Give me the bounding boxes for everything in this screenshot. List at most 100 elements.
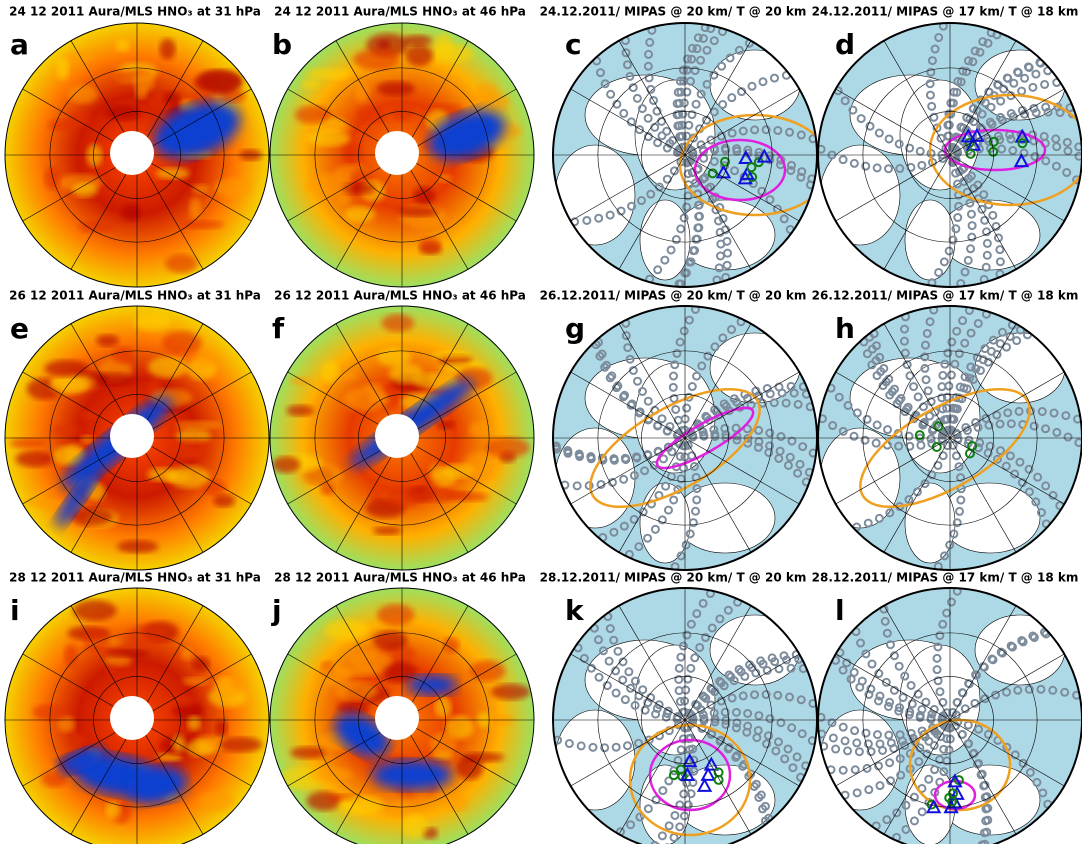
- field-streak: [9, 438, 46, 448]
- field-streak: [106, 649, 149, 657]
- field-streak: [165, 254, 197, 273]
- field-streak: [321, 483, 335, 496]
- field-streak: [25, 499, 66, 507]
- field-streak: [397, 207, 438, 217]
- panel: 28 12 2011 Aura/MLS HNO₃ at 46 hPa j: [270, 571, 534, 844]
- field-streak: [471, 470, 499, 480]
- field-streak: [160, 39, 176, 60]
- panel-label: a: [10, 28, 29, 61]
- field-streak: [377, 604, 414, 626]
- field-streak: [441, 491, 471, 499]
- field-streak: [121, 204, 141, 221]
- panel: 26 12 2011 Aura/MLS HNO₃ at 46 hPa f: [270, 289, 534, 571]
- field-streak: [356, 106, 386, 123]
- field-streak: [45, 360, 89, 377]
- field-streak: [349, 651, 393, 671]
- panel-title: 28.12.2011/ MIPAS @ 20 km/ T @ 20 km: [540, 571, 807, 585]
- field-streak: [435, 33, 452, 56]
- field-streak: [70, 733, 87, 747]
- panel-label: g: [565, 312, 585, 345]
- panel-title: 26 12 2011 Aura/MLS HNO₃ at 31 hPa: [9, 289, 261, 303]
- field-streak: [189, 197, 201, 220]
- field-streak: [353, 49, 399, 70]
- field-streak: [337, 702, 370, 714]
- field-streak: [116, 40, 130, 52]
- field-streak: [44, 167, 61, 190]
- land: [820, 145, 900, 245]
- panel: 24.12.2011/ MIPAS @ 20 km/ T @ 20 kmc: [540, 5, 830, 288]
- pole-hole: [375, 696, 419, 740]
- field-streak: [172, 735, 185, 752]
- field-streak: [272, 456, 300, 473]
- field-streak: [106, 666, 118, 675]
- field-streak: [290, 747, 325, 759]
- field-streak: [80, 410, 100, 420]
- land: [710, 615, 800, 685]
- field-streak: [42, 771, 67, 788]
- field-streak: [167, 466, 210, 488]
- field-streak: [127, 625, 168, 647]
- land: [975, 615, 1065, 685]
- panel: 26.12.2011/ MIPAS @ 20 km/ T @ 20 kmg: [540, 289, 817, 571]
- panel-label: b: [272, 28, 292, 61]
- panel-label: k: [565, 594, 585, 627]
- field-streak: [377, 81, 415, 96]
- field-streak: [117, 540, 158, 553]
- panel-title: 26 12 2011 Aura/MLS HNO₃ at 46 hPa: [274, 289, 526, 303]
- field-streak: [56, 58, 69, 80]
- panel-title: 28.12.2011/ MIPAS @ 17 km/ T @ 18 km: [812, 571, 1079, 585]
- panel-label: l: [835, 594, 845, 627]
- pole-hole: [375, 131, 419, 175]
- panel: 28.12.2011/ MIPAS @ 20 km/ T @ 20 km k: [540, 571, 817, 844]
- panel-label: j: [271, 594, 282, 627]
- field-streak: [387, 801, 412, 817]
- field-streak: [306, 68, 351, 79]
- field-streak: [443, 637, 459, 653]
- panel-label: f: [272, 312, 285, 345]
- field-streak: [67, 113, 91, 127]
- pole-hole: [110, 131, 154, 175]
- panel: 24 12 2011 Aura/MLS HNO₃ at 46 hPa b: [270, 5, 534, 288]
- field-streak: [175, 421, 223, 430]
- land: [555, 428, 635, 528]
- panel-title: 24 12 2011 Aura/MLS HNO₃ at 46 hPa: [274, 5, 526, 19]
- panel: 28 12 2011 Aura/MLS HNO₃ at 31 hPai: [5, 571, 269, 844]
- field-streak: [445, 795, 468, 811]
- panel-title: 24.12.2011/ MIPAS @ 20 km/ T @ 20 km: [540, 5, 807, 19]
- field-streak: [113, 347, 134, 364]
- panel-title: 24 12 2011 Aura/MLS HNO₃ at 31 hPa: [9, 5, 261, 19]
- field-streak: [96, 335, 119, 347]
- panel-title: 24.12.2011/ MIPAS @ 17 km/ T @ 18 km: [812, 5, 1079, 19]
- field-streak: [491, 684, 531, 700]
- field-streak: [382, 314, 415, 332]
- field-streak: [194, 70, 242, 93]
- field-streak: [338, 796, 384, 815]
- field-streak: [198, 792, 234, 812]
- field-streak: [197, 351, 216, 368]
- panel-label: e: [10, 312, 29, 345]
- field-streak: [456, 756, 483, 779]
- figure: 24 12 2011 Aura/MLS HNO₃ at 31 hPaa24 12…: [0, 0, 1082, 844]
- field-streak: [15, 451, 53, 467]
- field-streak: [180, 220, 224, 229]
- panel-title: 28 12 2011 Aura/MLS HNO₃ at 31 hPa: [9, 571, 261, 585]
- map: [818, 306, 1082, 570]
- field-streak: [68, 85, 98, 104]
- panel: 24 12 2011 Aura/MLS HNO₃ at 31 hPa a: [5, 5, 269, 288]
- pole-hole: [375, 414, 419, 458]
- field-streak: [214, 677, 246, 695]
- panel-label: h: [835, 312, 855, 345]
- field-streak: [437, 421, 456, 430]
- field-streak: [306, 173, 352, 197]
- land: [555, 145, 635, 245]
- panel-title: 28 12 2011 Aura/MLS HNO₃ at 46 hPa: [274, 571, 526, 585]
- field-streak: [413, 186, 435, 204]
- field-streak: [213, 494, 235, 507]
- field-streak: [405, 45, 433, 67]
- land: [555, 710, 635, 810]
- field-streak: [192, 657, 210, 672]
- field-streak: [162, 331, 201, 355]
- panel: 26.12.2011/ MIPAS @ 17 km/ T @ 18 kmh: [812, 289, 1082, 571]
- field-streak: [133, 72, 154, 92]
- field-streak: [96, 373, 134, 386]
